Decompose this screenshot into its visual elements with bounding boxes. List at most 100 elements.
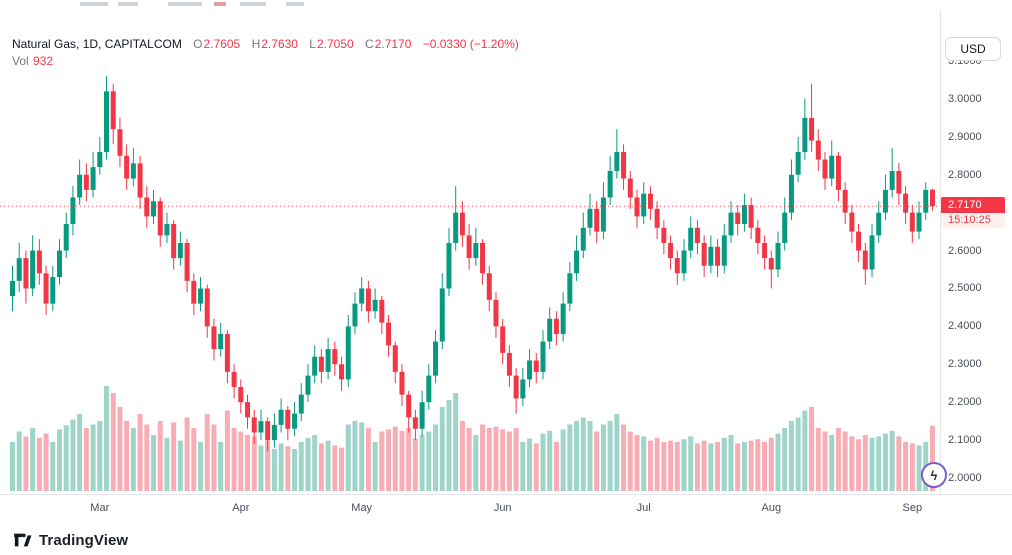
volume-bar [171,422,177,491]
candle-body [224,333,230,372]
candle-body [775,242,781,270]
candle-body [23,258,29,289]
volume-bar [412,438,418,491]
candle-body [305,375,311,395]
volume-bar [768,437,774,491]
candle-body [171,224,177,259]
time-axis[interactable]: Mar Apr May Jun Jul Aug Sep [0,494,1012,523]
bar-countdown: 15:10:25 [941,213,1005,229]
volume-bar [399,430,405,491]
volume-bar [580,417,586,491]
candle-body [204,288,210,327]
low-value: 2.7050 [316,37,354,51]
volume-bar [560,429,566,491]
tradingview-logo[interactable]: TradingView [12,530,128,550]
candle-body [50,277,56,304]
candle-body [527,360,533,380]
candle-body [258,421,264,433]
volume-bar [795,417,801,491]
low-key: L [309,37,316,51]
candle-body [634,197,640,217]
candle-body [500,326,506,353]
volume-bar [835,428,841,491]
candle-body [903,193,909,213]
candle-body [144,197,150,217]
candle-body [715,246,721,266]
candlestick-chart[interactable] [0,10,940,494]
candle-body [97,151,103,168]
volume-bar [889,430,895,491]
volume-bar [849,436,855,491]
volume-bar [748,440,754,491]
candle-body [688,227,694,251]
volume-bar [869,437,875,491]
volume-bar [218,442,224,491]
price-axis[interactable]: USD 2.7170 15:10:25 3.1000 3.0000 2.9000 2.… [940,10,1012,494]
tradingview-logo-icon [14,533,32,547]
volume-bar [674,442,680,491]
candle-body [762,242,768,259]
volume-bar [916,445,922,491]
candle-body [365,288,371,312]
candle-body [412,417,418,429]
candle-body [862,250,868,270]
candle-body [130,163,136,179]
candle-body [621,151,627,179]
volume-bar [104,386,110,491]
volume-bar [453,393,459,491]
volume-bar [50,442,56,491]
volume-bar [594,431,600,491]
currency-button[interactable]: USD [945,37,1001,61]
time-tick-month: Aug [761,502,782,514]
volume-bar [251,436,257,491]
volume-bar [493,426,499,491]
candle-body [654,208,660,228]
volume-bar [245,435,251,491]
volume-bar [151,435,157,491]
volume-bar [741,442,747,491]
volume-bar [715,442,721,491]
candle-body [164,224,170,236]
volume-bar [788,421,794,491]
volume-bar [654,437,660,491]
candle-body [594,208,600,232]
price-tick: 2.0000 [948,472,982,484]
candle-body [701,242,707,266]
volume-bar [681,439,687,491]
candle-body [809,117,815,141]
candle-body [231,371,237,388]
volume-bar [466,428,472,491]
volume-bar [822,431,828,491]
volume-bar [271,449,277,491]
candle-body [735,212,741,225]
volume-bar [318,443,324,491]
candle-body [184,242,190,281]
volume-bar [513,428,519,491]
volume-bar [352,421,358,491]
symbol-ohlc-row: Natural Gas, 1D, CAPITALCOM O2.7605 H2.7… [12,36,519,53]
candle-body [708,246,714,266]
volume-bar [117,407,123,491]
symbol-title[interactable]: Natural Gas, 1D, CAPITALCOM [12,37,182,51]
candle-body [882,189,888,213]
candle-body [876,212,882,236]
volume-bar [735,443,741,491]
bolt-icon: ϟ [930,467,938,483]
candle-body [916,212,922,232]
candle-body [70,197,76,225]
volume-bar [10,442,15,491]
volume-bar [211,424,217,491]
volume-bar [486,428,492,491]
candle-body [802,117,808,152]
close-key: C [365,37,374,51]
candle-body [406,394,412,418]
volume-bar [896,436,902,491]
volume-bar [231,428,237,491]
volume-bar [23,436,29,491]
change-value: −0.0330 (−1.20%) [422,37,519,51]
candle-body [285,409,291,429]
volume-bar [184,417,190,491]
volume-bar [614,414,620,491]
volume-bar [775,433,781,491]
candle-body [426,375,432,403]
